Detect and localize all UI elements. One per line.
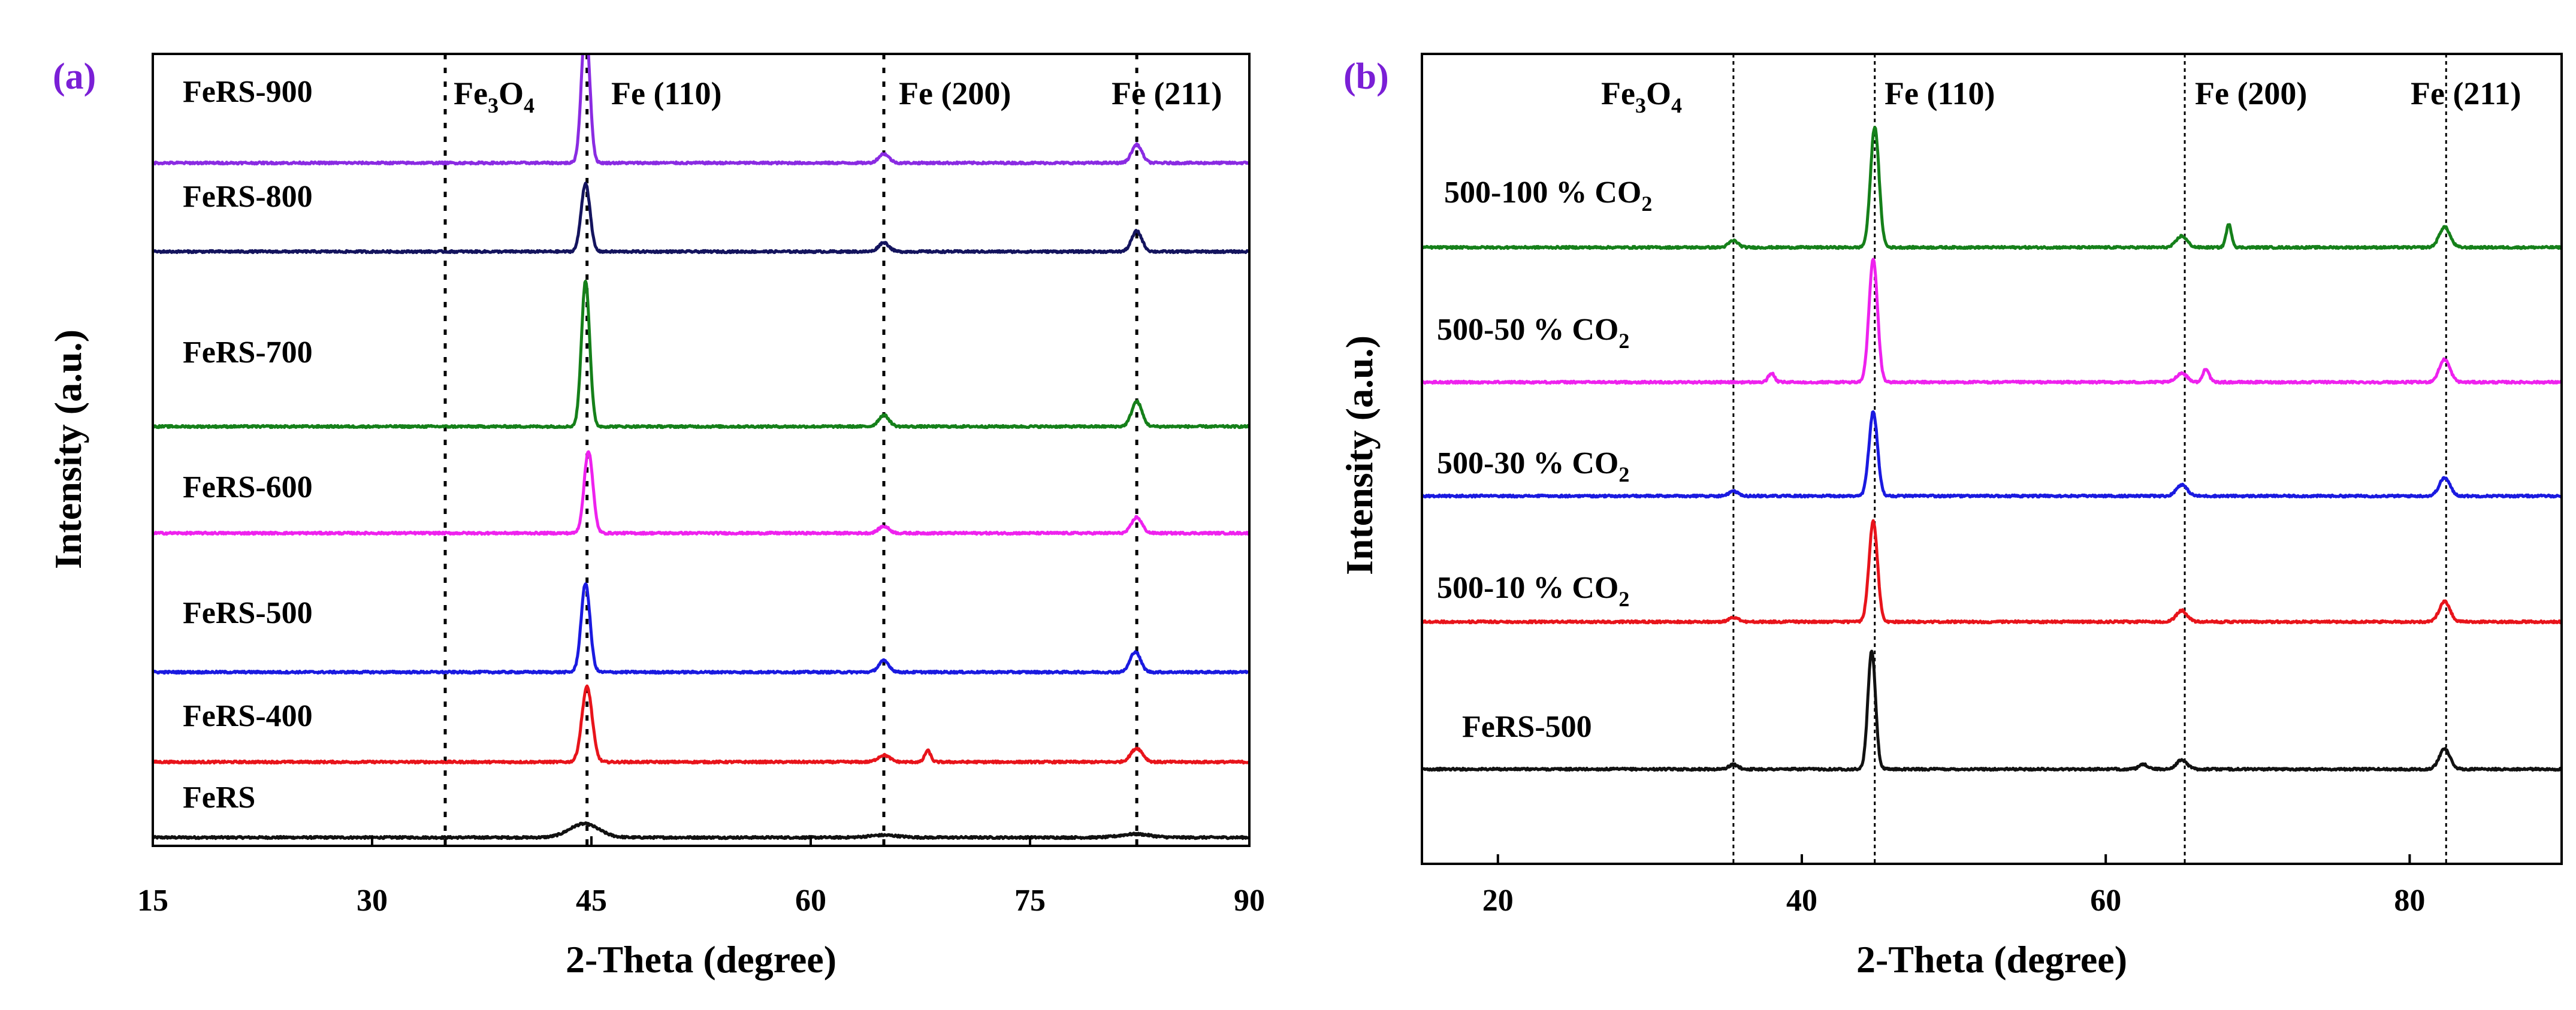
panel-b: (b) 20 40 60 80 2-Theta (degree) Intensity … <box>1338 53 2563 981</box>
series-label-fers-800: FeRS-800 <box>183 180 313 214</box>
series-line-500-50-co <box>1422 258 2562 385</box>
panel-b-frame <box>1421 53 2563 865</box>
series-label-fers-500: FeRS-500 <box>183 596 313 630</box>
x-tick-label: 90 <box>1234 884 1265 918</box>
panel-a: (a) 15 30 45 60 75 90 2-Theta (degree) Intens… <box>47 53 1265 981</box>
phase-label-3: Fe (200) <box>899 75 1011 111</box>
phase-label-3: Fe (200) <box>2195 75 2307 111</box>
series-line-fers-800 <box>153 182 1249 255</box>
series-line-fers <box>153 821 1249 840</box>
x-tick-label: 20 <box>1482 884 1514 918</box>
series-label-fers-500: FeRS-500 <box>1462 710 1592 744</box>
panel-a-label: (a) <box>53 56 96 97</box>
panel-b-x-axis-title: 2-Theta (degree) <box>1856 938 2127 981</box>
series-label-fers-600: FeRS-600 <box>183 470 313 504</box>
phase-label-1: Fe3O4 <box>454 75 534 117</box>
phase-label-4: Fe (211) <box>1112 75 1222 111</box>
x-tick-label: 75 <box>1014 884 1046 918</box>
panel-a-frame <box>152 53 1251 847</box>
panel-b-y-axis-title: Intensity (a.u.) <box>1338 335 1381 575</box>
series-label-fers: FeRS <box>183 781 255 815</box>
x-tick-label: 30 <box>357 884 388 918</box>
series-label-fers-400: FeRS-400 <box>183 699 313 733</box>
phase-label-1: Fe3O4 <box>1601 75 1682 117</box>
series-line-fers-400 <box>153 684 1249 765</box>
series-line-fers-700 <box>153 279 1249 430</box>
panel-b-label: (b) <box>1343 56 1389 97</box>
series-label-500-10-co: 500-10 % CO2 <box>1437 571 1629 611</box>
panel-a-y-axis-title: Intensity (a.u.) <box>47 329 89 569</box>
series-label-fers-700: FeRS-700 <box>183 335 313 370</box>
x-tick-label: 45 <box>576 884 607 918</box>
series-label-500-30-co: 500-30 % CO2 <box>1437 446 1629 486</box>
series-line-500-30-co <box>1422 410 2562 499</box>
phase-label-2: Fe (110) <box>1885 75 1995 111</box>
x-tick-label: 15 <box>137 884 168 918</box>
x-tick-label: 60 <box>795 884 826 918</box>
x-tick-label: 40 <box>1786 884 1817 918</box>
phase-label-4: Fe (211) <box>2411 75 2521 111</box>
series-line-fers-600 <box>153 450 1249 536</box>
series-line-fers-900 <box>153 54 1249 166</box>
x-tick-label: 60 <box>2090 884 2121 918</box>
series-line-fers-500 <box>1422 649 2562 772</box>
panel-a-x-axis-title: 2-Theta (degree) <box>566 938 836 981</box>
series-line-fers-500 <box>153 582 1249 675</box>
series-label-500-50-co: 500-50 % CO2 <box>1437 313 1629 353</box>
x-tick-label: 80 <box>2394 884 2425 918</box>
series-line-500-100-co <box>1422 126 2562 250</box>
series-line-500-10-co <box>1422 519 2562 625</box>
series-label-fers-900: FeRS-900 <box>183 75 313 109</box>
series-label-500-100-co: 500-100 % CO2 <box>1444 176 1652 216</box>
phase-label-2: Fe (110) <box>611 75 721 111</box>
